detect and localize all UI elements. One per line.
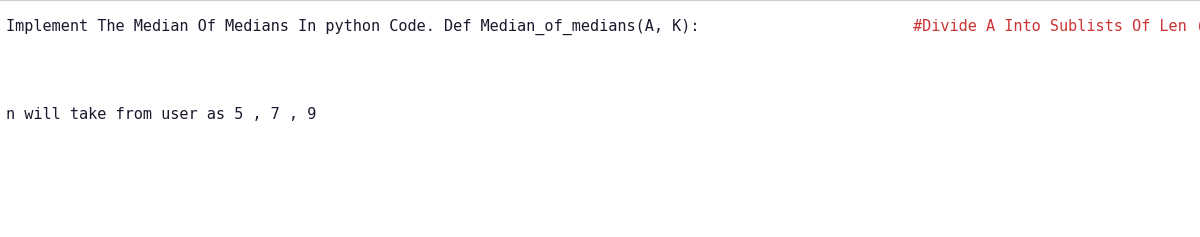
Text: n will take from user as 5 , 7 , 9: n will take from user as 5 , 7 , 9	[6, 107, 317, 122]
Text: #Divide A Into Sublists Of Len (n) Sublists: #Divide A Into Sublists Of Len (n) Subli…	[913, 19, 1200, 34]
Text: Implement The Median Of Medians In python Code. Def Median_of_medians(A, K):: Implement The Median Of Medians In pytho…	[6, 19, 709, 35]
